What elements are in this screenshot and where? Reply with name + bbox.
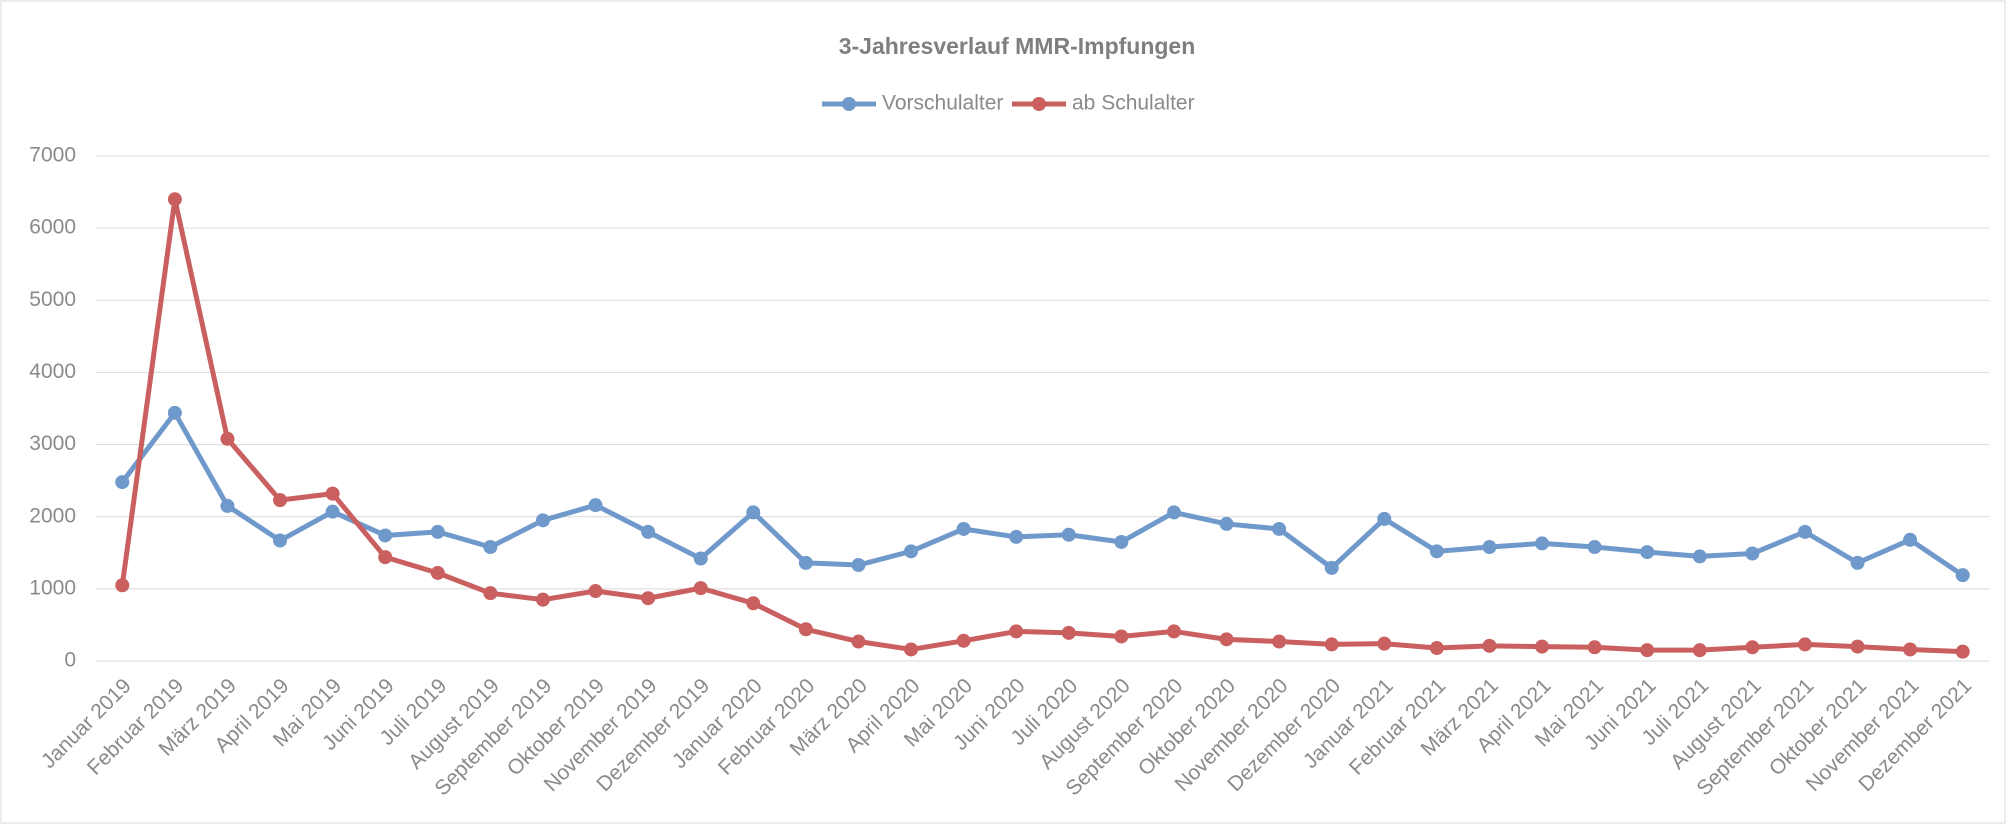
- data-point: [220, 432, 234, 446]
- data-point: [431, 525, 445, 539]
- data-point: [168, 406, 182, 420]
- data-point: [378, 528, 392, 542]
- chart-title: 3-Jahresverlauf MMR-Impfungen: [839, 33, 1196, 59]
- data-point: [1640, 643, 1654, 657]
- data-point: [168, 192, 182, 206]
- data-point: [1220, 632, 1234, 646]
- y-tick-label: 4000: [29, 360, 76, 383]
- data-point: [115, 578, 129, 592]
- data-point: [536, 593, 550, 607]
- y-tick-label: 6000: [29, 216, 76, 239]
- data-point: [746, 505, 760, 519]
- data-point: [589, 498, 603, 512]
- data-point: [1114, 629, 1128, 643]
- data-point: [326, 505, 340, 519]
- data-point: [326, 487, 340, 501]
- data-point: [799, 622, 813, 636]
- data-point: [851, 558, 865, 572]
- y-tick-label: 2000: [29, 504, 76, 527]
- data-point: [1167, 505, 1181, 519]
- data-point: [1114, 535, 1128, 549]
- legend-marker: [1032, 97, 1046, 111]
- data-point: [1903, 642, 1917, 656]
- data-point: [1377, 512, 1391, 526]
- data-point: [1377, 637, 1391, 651]
- data-point: [1956, 568, 1970, 582]
- data-point: [957, 634, 971, 648]
- data-point: [1693, 549, 1707, 563]
- data-point: [1220, 517, 1234, 531]
- data-point: [1798, 637, 1812, 651]
- data-point: [694, 581, 708, 595]
- data-point: [1009, 530, 1023, 544]
- y-tick-label: 0: [64, 649, 76, 672]
- data-point: [1009, 624, 1023, 638]
- y-tick-label: 7000: [29, 144, 76, 167]
- data-point: [1745, 640, 1759, 654]
- data-point: [273, 534, 287, 548]
- data-point: [1535, 640, 1549, 654]
- data-point: [483, 586, 497, 600]
- data-point: [1745, 547, 1759, 561]
- data-point: [1535, 536, 1549, 550]
- y-tick-label: 1000: [29, 576, 76, 599]
- legend-marker: [842, 97, 856, 111]
- data-point: [1272, 635, 1286, 649]
- legend-label: Vorschulalter: [882, 92, 1003, 115]
- data-point: [1062, 528, 1076, 542]
- data-point: [641, 591, 655, 605]
- data-point: [378, 550, 392, 564]
- data-point: [483, 540, 497, 554]
- data-point: [1640, 545, 1654, 559]
- data-point: [115, 475, 129, 489]
- data-point: [1956, 645, 1970, 659]
- y-tick-label: 5000: [29, 288, 76, 311]
- data-point: [1798, 525, 1812, 539]
- data-point: [1430, 641, 1444, 655]
- data-point: [1062, 626, 1076, 640]
- data-point: [1325, 561, 1339, 575]
- data-point: [589, 584, 603, 598]
- data-point: [1851, 556, 1865, 570]
- data-point: [1482, 540, 1496, 554]
- data-point: [1851, 640, 1865, 654]
- data-point: [1430, 544, 1444, 558]
- y-tick-label: 3000: [29, 432, 76, 455]
- data-point: [1325, 637, 1339, 651]
- data-point: [694, 552, 708, 566]
- data-point: [1167, 624, 1181, 638]
- data-point: [1272, 522, 1286, 536]
- data-point: [1903, 533, 1917, 547]
- data-point: [1693, 643, 1707, 657]
- data-point: [904, 642, 918, 656]
- data-point: [1588, 540, 1602, 554]
- data-point: [1588, 640, 1602, 654]
- data-point: [904, 544, 918, 558]
- data-point: [641, 525, 655, 539]
- data-point: [957, 522, 971, 536]
- data-point: [536, 513, 550, 527]
- data-point: [273, 493, 287, 507]
- data-point: [220, 499, 234, 513]
- legend-label: ab Schulalter: [1072, 92, 1195, 115]
- chart: 3-Jahresverlauf MMR-Impfungen 0 1000 2000 3…: [0, 0, 2006, 824]
- data-point: [431, 566, 445, 580]
- data-point: [851, 635, 865, 649]
- data-point: [799, 556, 813, 570]
- data-point: [746, 596, 760, 610]
- data-point: [1482, 639, 1496, 653]
